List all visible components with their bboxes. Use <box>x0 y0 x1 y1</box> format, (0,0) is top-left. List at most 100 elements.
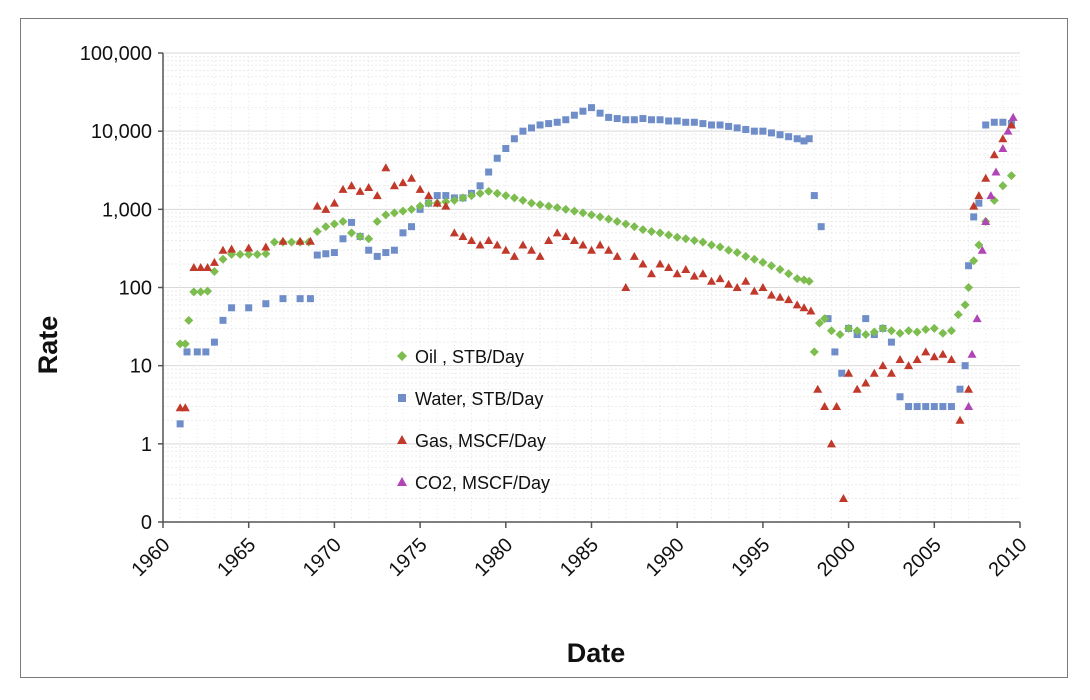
data-point-square <box>202 348 210 356</box>
data-point-triangle <box>766 290 776 299</box>
data-point-diamond <box>784 269 794 279</box>
data-point-triangle <box>278 236 288 245</box>
data-point-diamond <box>775 264 785 274</box>
data-point-triangle <box>886 368 896 377</box>
data-point-diamond <box>758 257 768 267</box>
data-point-square <box>970 213 978 221</box>
data-point-square <box>913 403 921 411</box>
data-point-triangle <box>218 245 228 254</box>
data-point-square <box>183 348 191 356</box>
data-point-triangle <box>629 251 639 260</box>
data-point-square <box>562 116 570 124</box>
data-point-square <box>528 124 536 132</box>
data-point-diamond <box>578 208 588 218</box>
data-point-triangle <box>981 173 991 182</box>
data-point-square <box>502 145 510 153</box>
data-point-square <box>776 131 784 139</box>
data-point-square <box>759 127 767 135</box>
data-point-diamond <box>518 195 528 205</box>
data-point-square <box>382 249 390 257</box>
data-point-square <box>510 135 518 143</box>
data-point-triangle <box>646 269 656 278</box>
x-tick-label: 1960 <box>128 534 175 581</box>
data-point-diamond <box>724 245 734 255</box>
data-point-diamond <box>569 206 579 216</box>
data-point-diamond <box>921 325 931 335</box>
data-point-triangle <box>946 354 956 363</box>
data-point-triangle <box>244 243 254 252</box>
data-point-square <box>176 420 184 428</box>
data-point-diamond <box>189 287 199 297</box>
y-tick-label: 100,000 <box>80 43 152 65</box>
data-point-diamond <box>287 237 297 247</box>
data-point-diamond <box>664 230 674 240</box>
x-axis-title: Date <box>567 638 626 668</box>
y-tick-labels: 0 1 10 100 1,000 10,000 100,000 <box>80 43 163 534</box>
data-point-square <box>553 118 561 126</box>
data-point-triangle <box>921 347 931 356</box>
data-point-diamond <box>561 204 571 214</box>
y-tick-label: 10 <box>130 356 152 378</box>
data-point-square <box>831 348 839 356</box>
data-point-diamond <box>681 234 691 244</box>
data-point-diamond <box>407 204 417 214</box>
x-tick-label: 1975 <box>385 534 432 581</box>
data-point-triangle <box>587 245 596 254</box>
x-tick-label: 1990 <box>642 534 689 581</box>
data-point-square <box>588 104 595 112</box>
data-point-triangle <box>664 263 674 272</box>
data-point-diamond <box>706 240 716 250</box>
data-point-diamond <box>209 267 219 277</box>
x-tick-labels: 1960 1965 1970 1975 1980 1985 1990 1995 2000 2005… <box>128 522 1032 581</box>
data-point-diamond <box>929 323 939 333</box>
series-2 <box>175 120 1016 502</box>
data-point-diamond <box>655 228 665 238</box>
data-point-triangle <box>904 361 914 370</box>
data-point-square <box>330 249 338 257</box>
data-point-diamond <box>355 231 365 241</box>
data-point-diamond <box>835 330 845 340</box>
data-point-triangle <box>312 201 322 210</box>
data-point-diamond <box>861 330 871 340</box>
data-point-square <box>690 118 698 126</box>
data-point-diamond <box>424 198 434 208</box>
data-point-triangle <box>398 178 408 187</box>
data-point-square <box>793 135 801 143</box>
data-point-triangle <box>672 269 682 278</box>
data-point-diamond <box>960 300 970 310</box>
data-point-square <box>596 109 604 117</box>
data-point-diamond <box>196 287 206 297</box>
data-point-square <box>193 348 201 356</box>
legend-label: Gas, MSCF/Day <box>415 431 546 451</box>
data-point-triangle <box>706 276 716 285</box>
data-point-square <box>785 133 793 141</box>
data-point-triangle <box>689 271 699 280</box>
data-point-triangle <box>432 198 442 207</box>
data-point-triangle <box>407 173 417 182</box>
data-point-diamond <box>792 274 802 284</box>
data-point-square <box>862 315 870 323</box>
data-point-triangle <box>578 240 588 249</box>
data-point-diamond <box>595 212 605 222</box>
data-point-triangle <box>415 184 425 193</box>
y-axis-title: Rate <box>33 316 63 375</box>
data-point-diamond <box>329 219 339 229</box>
data-point-triangle <box>998 144 1008 153</box>
data-point-square <box>408 223 416 231</box>
data-point-diamond <box>501 191 511 201</box>
data-point-square <box>570 111 578 119</box>
data-point-diamond <box>535 200 545 210</box>
data-point-diamond <box>180 339 190 349</box>
data-point-diamond <box>689 235 699 245</box>
data-point-square <box>639 115 647 123</box>
data-point-square <box>339 235 347 243</box>
data-point-diamond <box>458 193 468 203</box>
data-point-triangle <box>967 349 977 358</box>
data-point-triangle <box>681 264 691 273</box>
data-point-diamond <box>484 186 494 196</box>
data-point-triangle <box>792 300 802 309</box>
data-point-triangle <box>561 231 571 240</box>
data-point-diamond <box>184 315 194 325</box>
data-point-diamond <box>269 237 279 247</box>
